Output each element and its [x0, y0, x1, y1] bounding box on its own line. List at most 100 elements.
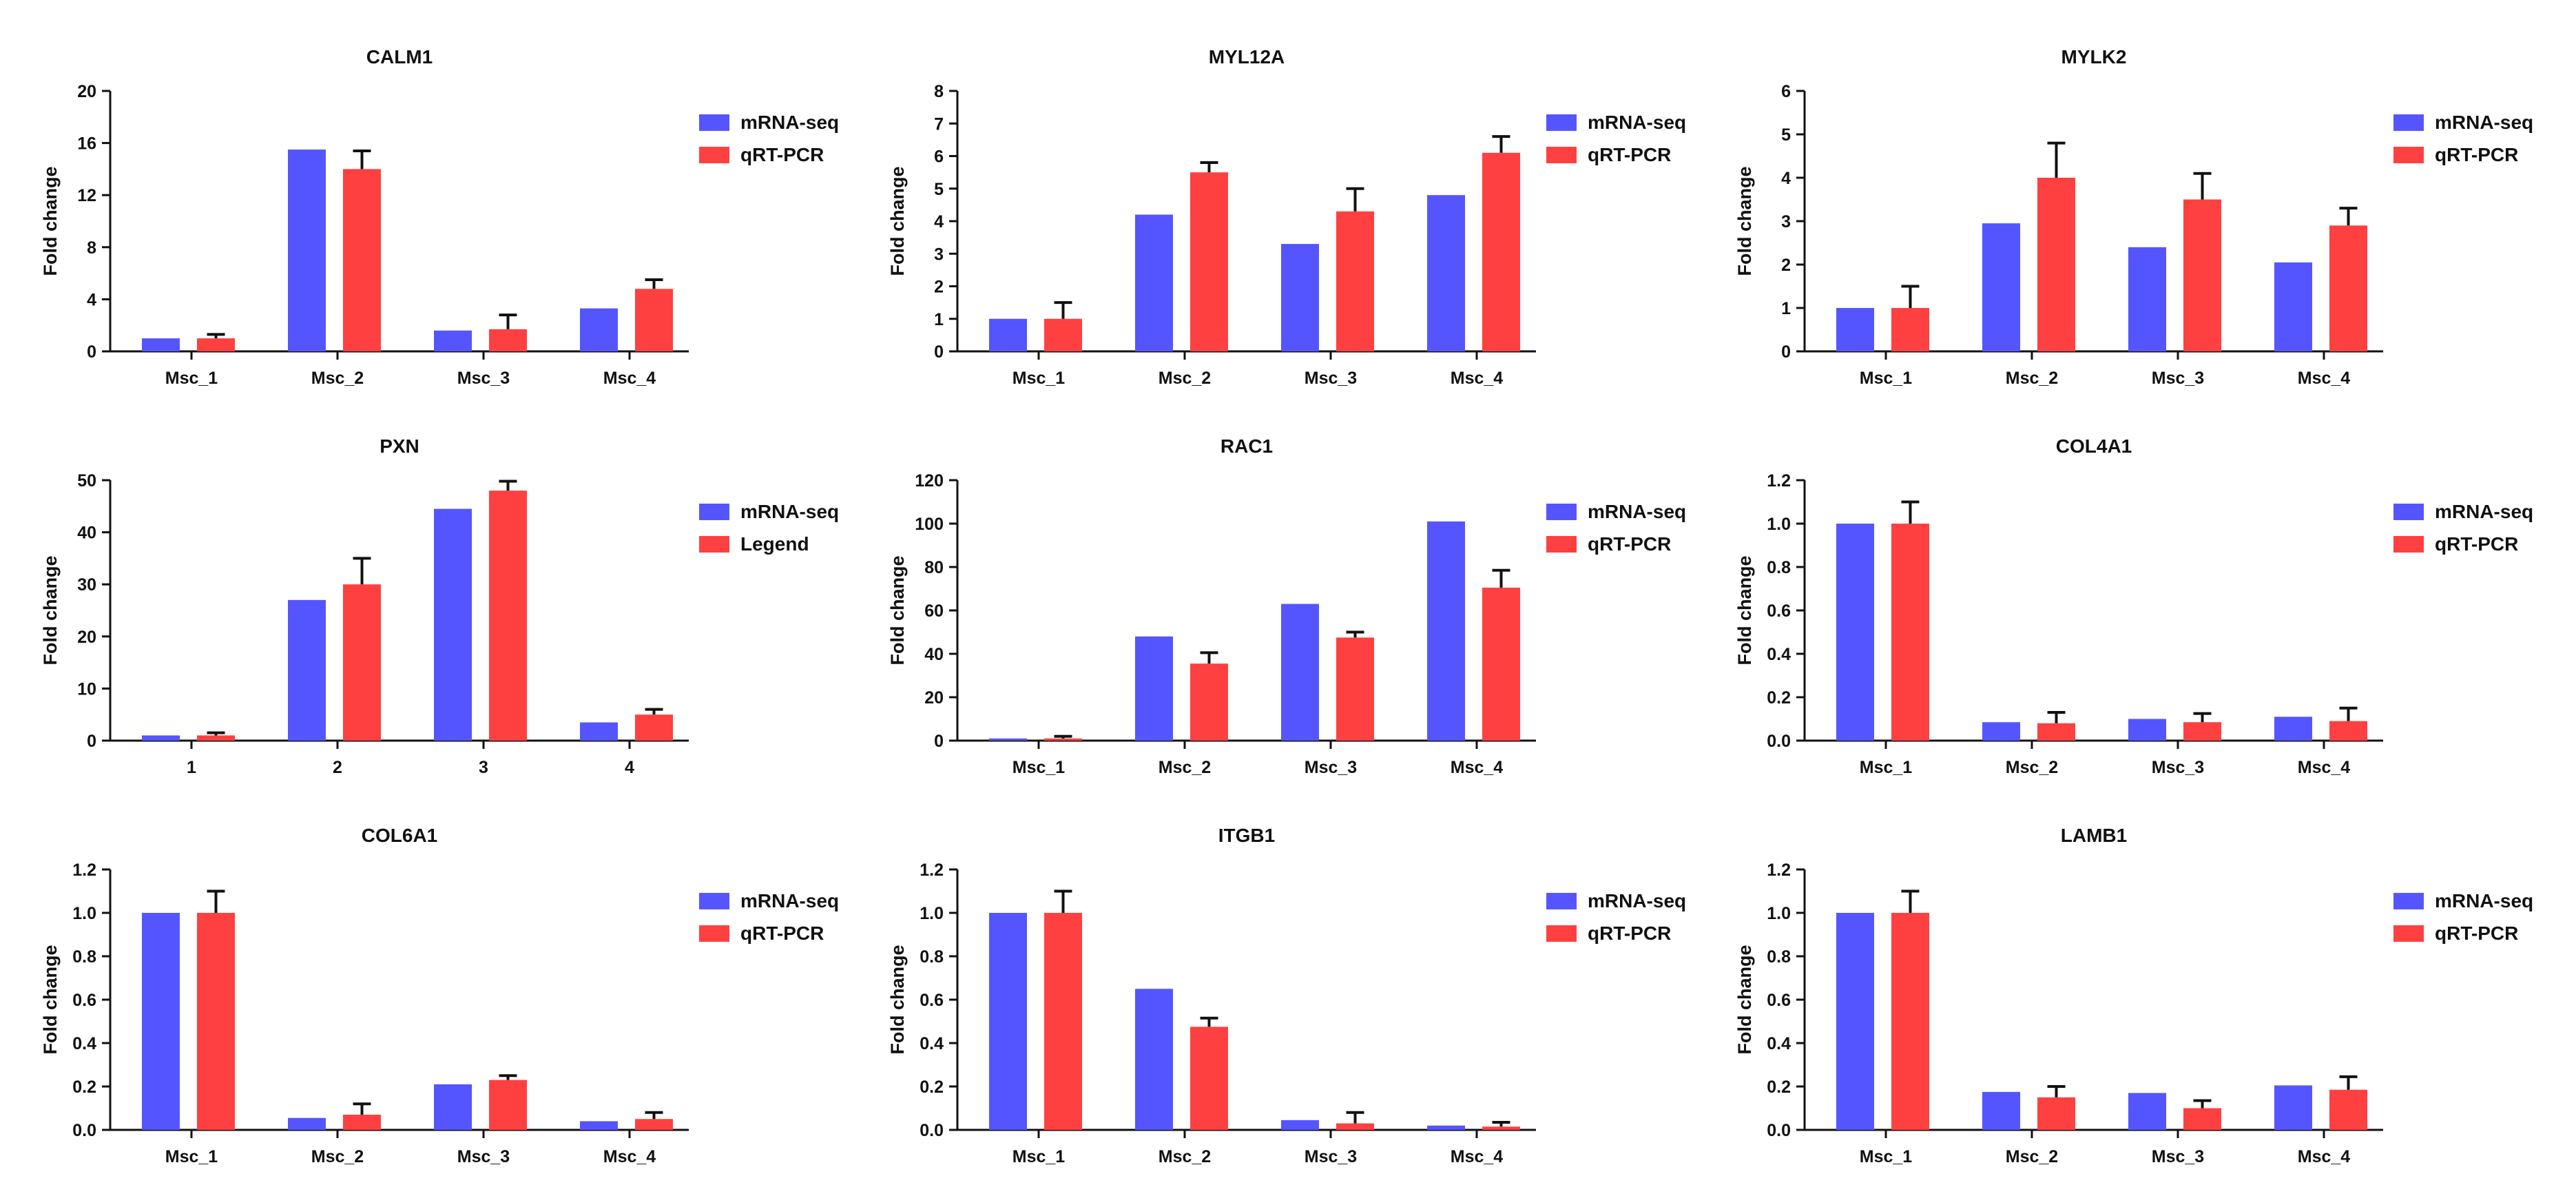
y-tick-label: 80 — [924, 558, 944, 577]
y-tick-label: 1.0 — [1767, 904, 1791, 923]
chart-title: MYL12A — [1209, 46, 1285, 68]
y-tick-label: 0 — [87, 342, 96, 362]
bar-mrna-seq-msc_1 — [989, 738, 1027, 741]
y-axis-label: Fold change — [887, 166, 908, 276]
y-tick-label: 100 — [915, 515, 944, 534]
legend-swatch — [699, 893, 729, 909]
bar-qrt-pcr-msc_4 — [2329, 721, 2367, 741]
bar-mrna-seq-msc_2 — [1135, 636, 1173, 741]
y-tick-label: 8 — [87, 238, 96, 258]
chart-itgb1: ITGB1 Fold change 0.0 0.2 0.4 0.6 0.8 1.0 1.2 Msc… — [887, 825, 1686, 1166]
legend-swatch — [1546, 147, 1577, 163]
chart-col6a1: COL6A1 Fold change 0.0 0.2 0.4 0.6 0.8 1.0 1.2 Ms… — [40, 825, 839, 1166]
legend-swatch — [1546, 536, 1577, 553]
bar-qrt-pcr-msc_2 — [343, 1114, 381, 1130]
x-tick-label: Msc_3 — [1305, 758, 1357, 777]
y-tick-label: 1.2 — [1767, 861, 1791, 880]
y-tick-label: 0.0 — [1767, 1121, 1791, 1140]
y-tick-label: 60 — [924, 601, 944, 621]
x-tick-label: Msc_4 — [2298, 369, 2351, 388]
legend-swatch — [699, 504, 729, 520]
bar-qrt-pcr-msc_4 — [1482, 152, 1520, 351]
bar-mrna-seq-msc_2 — [288, 150, 326, 352]
bar-mrna-seq-msc_4 — [580, 308, 618, 351]
legend-swatch — [1546, 893, 1577, 909]
bar-mrna-seq-msc_4 — [2274, 717, 2312, 741]
y-tick-label: 4 — [1781, 169, 1791, 188]
bar-mrna-seq-msc_2 — [1982, 722, 2020, 741]
x-tick-label: Msc_3 — [457, 369, 510, 388]
legend-label: qRT-PCR — [1588, 144, 1671, 165]
bar-qrt-pcr-msc_3 — [1336, 1123, 1374, 1130]
bar-mrna-seq-msc_2 — [1982, 223, 2020, 351]
bar-mrna-seq-msc_1 — [142, 338, 180, 351]
y-tick-label: 10 — [77, 679, 96, 699]
bar-mrna-seq-msc_4 — [2274, 262, 2312, 351]
x-tick-label: Msc_1 — [165, 1147, 218, 1166]
legend-swatch — [1546, 114, 1577, 131]
bar-mrna-seq-msc_4 — [1427, 1125, 1465, 1130]
y-tick-label: 5 — [1781, 125, 1791, 145]
y-axis-label: Fold change — [887, 945, 908, 1054]
chart-title: CALM1 — [366, 46, 433, 68]
x-tick-label: Msc_1 — [165, 369, 218, 388]
y-tick-label: 1.2 — [72, 861, 96, 880]
y-tick-label: 0.6 — [1767, 991, 1791, 1010]
x-tick-label: Msc_4 — [1451, 1147, 1504, 1166]
legend-label: qRT-PCR — [1588, 923, 1671, 944]
legend-label: mRNA-seq — [1588, 890, 1686, 911]
chart-title: LAMB1 — [2061, 825, 2127, 846]
legend-label: qRT-PCR — [740, 144, 824, 165]
bar-qrt-pcr-msc_4 — [2329, 1089, 2367, 1130]
y-tick-label: 0.8 — [1767, 558, 1791, 577]
x-tick-label: Msc_2 — [1159, 1147, 1211, 1166]
bar-qrt-pcr-msc_1 — [1044, 318, 1082, 351]
bar-qrt-pcr-msc_3 — [489, 1080, 527, 1130]
x-tick-label: Msc_1 — [1860, 1147, 1913, 1166]
bar-qrt-pcr-msc_3 — [2183, 722, 2221, 741]
y-tick-label: 0.2 — [1767, 1078, 1791, 1097]
y-tick-label: 1 — [934, 310, 944, 329]
y-tick-label: 0.4 — [1767, 1034, 1791, 1053]
legend-label: mRNA-seq — [2435, 112, 2533, 133]
x-tick-label: Msc_4 — [603, 1147, 656, 1166]
y-tick-label: 6 — [1781, 82, 1791, 101]
y-tick-label: 1.0 — [1767, 515, 1791, 534]
x-tick-label: Msc_1 — [1860, 758, 1913, 777]
legend-swatch — [2393, 925, 2424, 942]
legend-label: qRT-PCR — [740, 923, 824, 944]
y-axis-label: Fold change — [1734, 945, 1755, 1054]
legend-label: qRT-PCR — [2435, 144, 2518, 165]
bar-mrna-seq-msc_1 — [1836, 913, 1874, 1130]
y-tick-label: 1.2 — [920, 861, 944, 880]
bar-mrna-seq-4 — [580, 722, 618, 741]
y-tick-label: 0.6 — [72, 991, 96, 1010]
legend-swatch — [2393, 147, 2424, 163]
x-tick-label: 3 — [479, 758, 488, 777]
x-tick-label: Msc_2 — [311, 369, 364, 388]
y-tick-label: 20 — [924, 688, 944, 708]
chart-title: ITGB1 — [1218, 825, 1275, 846]
y-tick-label: 0.4 — [920, 1034, 944, 1053]
y-tick-label: 1.2 — [1767, 471, 1791, 491]
bar-mrna-seq-msc_3 — [434, 330, 472, 351]
x-tick-label: Msc_4 — [2298, 758, 2351, 777]
bar-qrt-pcr-msc_4 — [2329, 225, 2367, 351]
chart-title: RAC1 — [1221, 435, 1273, 457]
y-tick-label: 0.6 — [1767, 601, 1791, 621]
bar-mrna-seq-msc_2 — [1982, 1091, 2020, 1130]
legend-swatch — [2393, 893, 2424, 909]
legend-swatch — [699, 147, 729, 163]
x-tick-label: Msc_1 — [1860, 369, 1913, 388]
bar-qrt-pcr-msc_1 — [1044, 913, 1082, 1130]
bar-mrna-seq-msc_4 — [1427, 195, 1465, 351]
y-tick-label: 0.2 — [72, 1078, 96, 1097]
bar-mrna-seq-msc_2 — [288, 1117, 326, 1130]
y-tick-label: 0.8 — [1767, 947, 1791, 967]
bar-qrt-pcr-msc_4 — [1482, 587, 1520, 741]
bar-qrt-pcr-4 — [635, 714, 673, 741]
x-tick-label: Msc_2 — [2006, 1147, 2058, 1166]
bar-mrna-seq-msc_3 — [434, 1084, 472, 1130]
y-tick-label: 40 — [77, 524, 96, 543]
